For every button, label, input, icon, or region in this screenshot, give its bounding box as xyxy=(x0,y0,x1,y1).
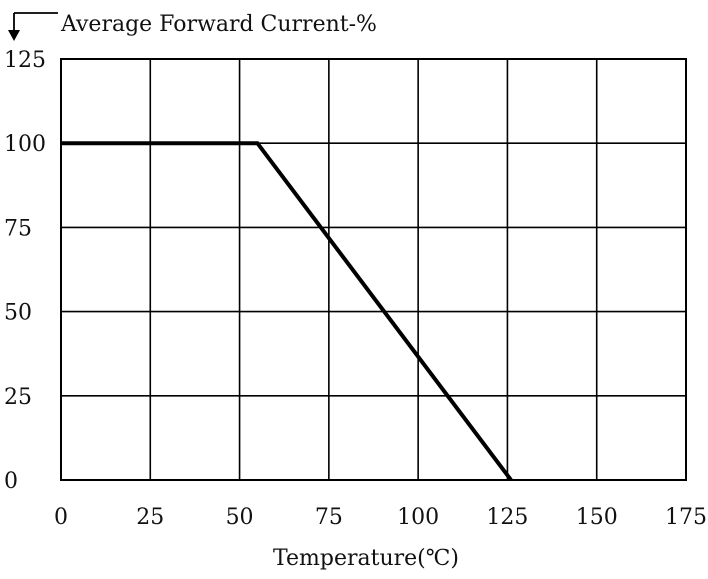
y-tick-label: 100 xyxy=(4,132,46,157)
y-tick-label: 0 xyxy=(4,469,18,494)
y-tick-label: 75 xyxy=(4,216,32,241)
x-tick-label: 175 xyxy=(665,505,707,530)
x-tick-label: 100 xyxy=(397,505,439,530)
x-tick-label: 50 xyxy=(226,505,254,530)
y-axis-label: Average Forward Current-% xyxy=(60,12,377,37)
x-tick-label: 75 xyxy=(315,505,343,530)
y-tick-label: 125 xyxy=(4,48,46,73)
x-tick-label: 0 xyxy=(54,505,68,530)
x-axis-label: Temperature(℃) xyxy=(273,546,459,571)
y-tick-label: 25 xyxy=(4,385,32,410)
plot-frame xyxy=(60,58,687,481)
series-layer xyxy=(61,141,513,482)
x-tick-label: 25 xyxy=(136,505,164,530)
series-line xyxy=(61,141,513,482)
y-axis-arrow-icon xyxy=(8,12,58,41)
x-tick-labels: 0 25 50 75 100 125 150 175 xyxy=(54,505,707,530)
grid xyxy=(61,59,686,480)
y-tick-labels: 0 25 50 75 100 125 xyxy=(4,48,46,494)
y-tick-label: 50 xyxy=(4,301,32,326)
x-tick-label: 150 xyxy=(576,505,618,530)
x-tick-label: 125 xyxy=(486,505,528,530)
